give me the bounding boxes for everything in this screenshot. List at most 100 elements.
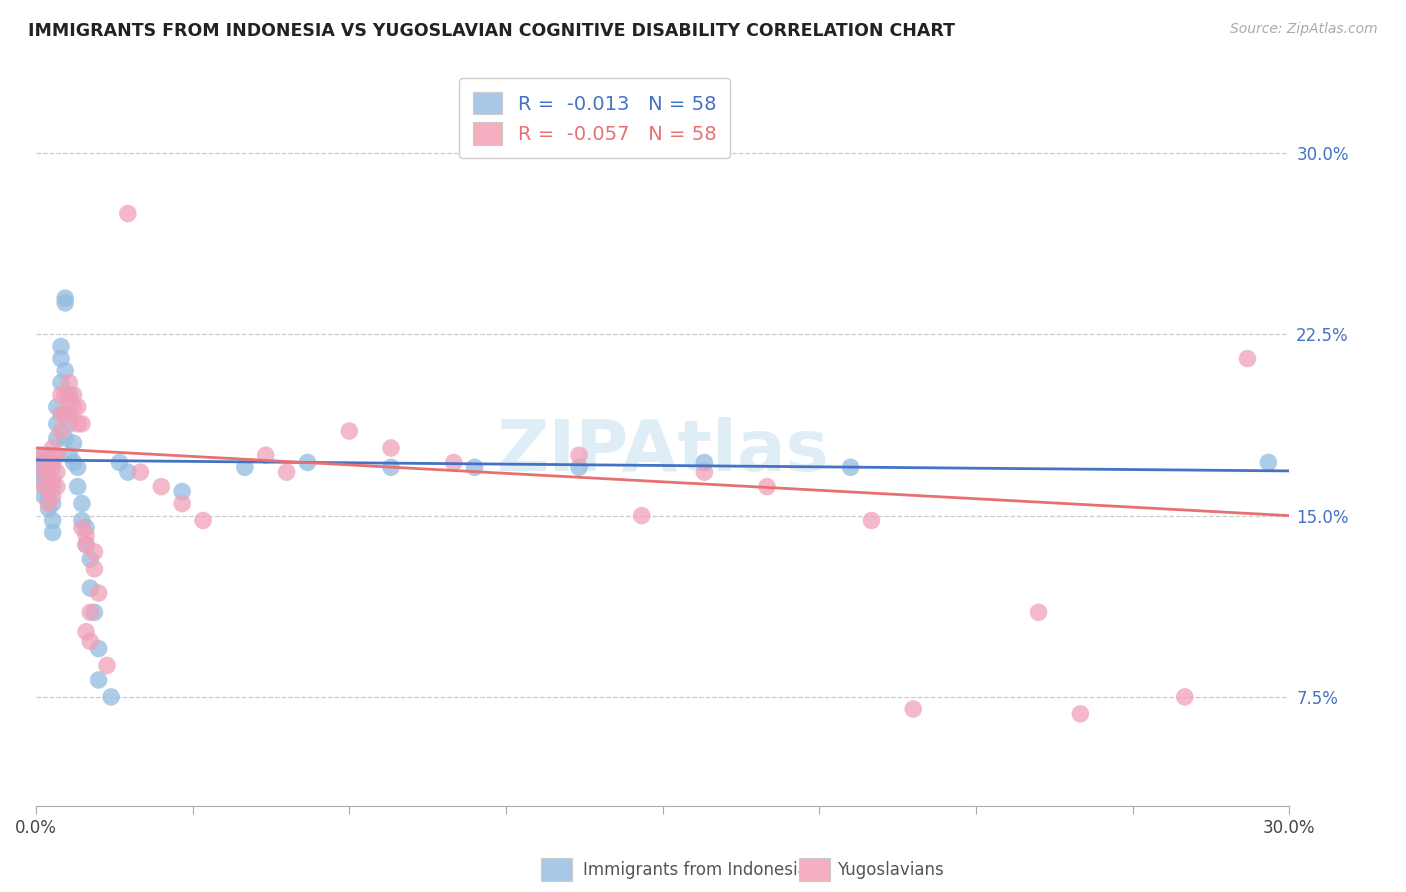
Point [45,400,67,414]
Point [58,417,80,431]
Point [53,407,76,421]
Point [37,501,59,516]
Point [630,508,652,523]
Point [58,407,80,421]
Point [41,497,63,511]
Point [66,460,89,475]
Point [58,388,80,402]
Text: Yugoslavians: Yugoslavians [837,861,943,879]
Point [70,521,93,535]
Point [70,513,93,527]
Point [568,448,591,462]
Point [41,525,63,540]
Point [96,658,118,673]
Point [30,448,52,462]
Point [30,460,52,475]
Point [75,624,97,639]
Point [443,455,465,469]
Point [41,472,63,486]
Point [45,431,67,445]
Point [49,376,72,390]
Point [66,417,89,431]
Point [70,417,93,431]
Point [380,441,402,455]
Point [49,424,72,438]
Point [464,460,486,475]
Point [756,480,779,494]
Point [53,296,76,310]
Point [45,480,67,494]
Point [58,376,80,390]
Point [41,513,63,527]
Point [75,521,97,535]
Point [108,455,131,469]
Text: ZIPAtlas: ZIPAtlas [496,417,830,486]
Point [903,702,925,716]
Point [1069,706,1091,721]
Point [53,364,76,378]
Point [83,562,105,576]
Text: Immigrants from Indonesia: Immigrants from Indonesia [583,861,808,879]
Point [34,480,56,494]
Point [568,460,591,475]
Point [87,673,110,687]
Point [150,480,173,494]
Point [41,480,63,494]
Point [79,581,101,595]
Point [34,460,56,475]
Point [172,497,194,511]
Point [87,586,110,600]
Point [66,400,89,414]
Point [1257,455,1279,469]
Point [49,407,72,421]
Point [34,489,56,503]
Text: IMMIGRANTS FROM INDONESIA VS YUGOSLAVIAN COGNITIVE DISABILITY CORRELATION CHART: IMMIGRANTS FROM INDONESIA VS YUGOSLAVIAN… [28,22,955,40]
Point [49,339,72,353]
Point [693,465,716,479]
Point [34,465,56,479]
Point [62,400,84,414]
Point [45,417,67,431]
Point [1028,605,1050,619]
Legend: R =  -0.013   N = 58, R =  -0.057   N = 58: R = -0.013 N = 58, R = -0.057 N = 58 [460,78,730,158]
Point [129,465,152,479]
Point [37,448,59,462]
Point [41,489,63,503]
Point [45,465,67,479]
Point [83,605,105,619]
Point [49,351,72,366]
Point [839,460,862,475]
Point [117,206,139,220]
Text: Source: ZipAtlas.com: Source: ZipAtlas.com [1230,22,1378,37]
Point [37,480,59,494]
Point [53,291,76,305]
Point [380,460,402,475]
Point [693,455,716,469]
Point [37,453,59,467]
Point [30,455,52,469]
Point [34,472,56,486]
Point [75,538,97,552]
Point [254,448,277,462]
Point [45,448,67,462]
Point [37,480,59,494]
Point [62,455,84,469]
Point [34,480,56,494]
Point [62,388,84,402]
Point [79,634,101,648]
Point [37,465,59,479]
Point [172,484,194,499]
Point [100,690,122,704]
Point [53,407,76,421]
Point [49,388,72,402]
Point [75,528,97,542]
Point [41,460,63,475]
Point [1236,351,1258,366]
Point [297,455,319,469]
Point [860,513,883,527]
Point [117,465,139,479]
Point [45,448,67,462]
Point [53,388,76,402]
Point [337,424,360,438]
Point [276,465,298,479]
